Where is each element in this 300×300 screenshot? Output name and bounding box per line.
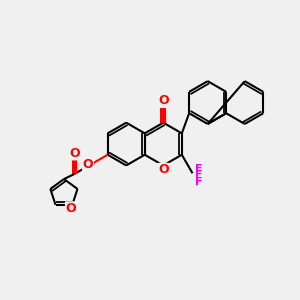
Text: F: F: [195, 177, 202, 187]
Text: O: O: [158, 164, 169, 176]
Text: O: O: [69, 147, 80, 160]
Text: O: O: [83, 158, 93, 171]
Text: O: O: [65, 202, 76, 215]
Text: O: O: [158, 94, 169, 107]
Text: F: F: [195, 164, 202, 174]
Text: F: F: [195, 170, 202, 180]
